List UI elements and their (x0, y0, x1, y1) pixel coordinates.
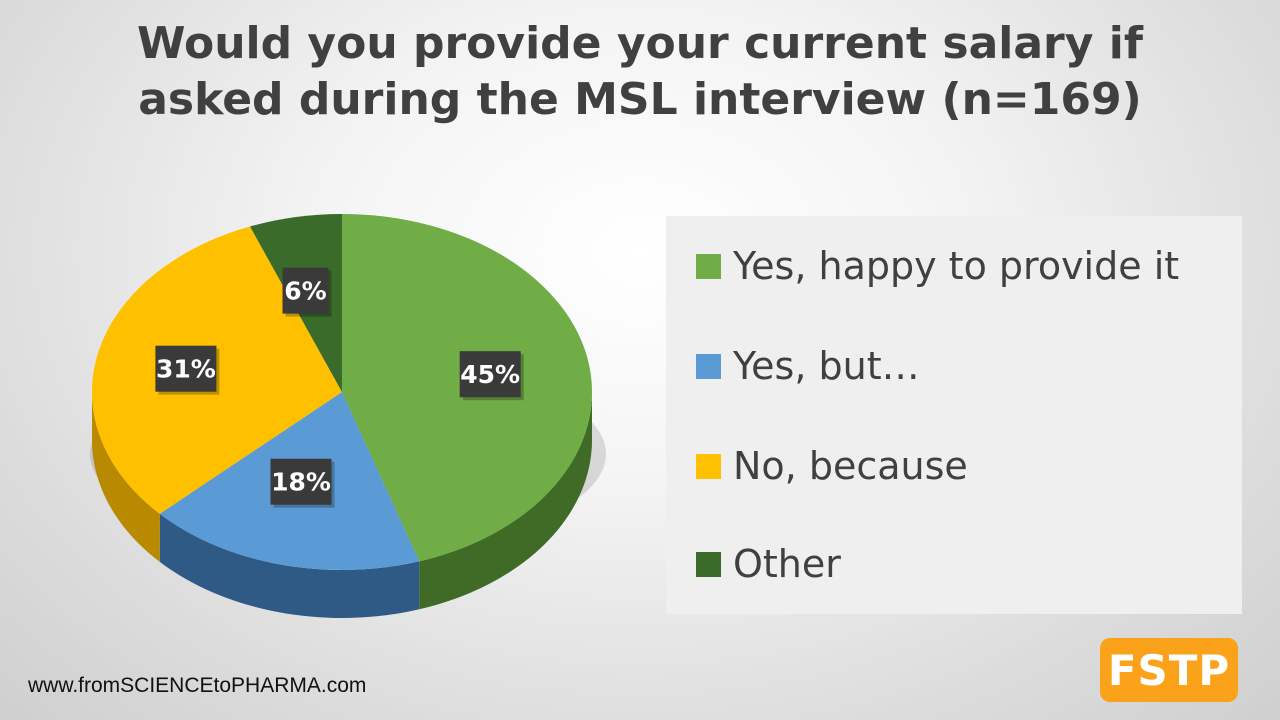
legend-item-yes-happy: Yes, happy to provide it (696, 244, 1179, 288)
pie-slice-side (159, 513, 420, 618)
pie-slice-side (419, 392, 592, 610)
legend: Yes, happy to provide it Yes, but… No, b… (666, 216, 1242, 614)
legend-swatch (696, 253, 721, 279)
chart-title-line1: Would you provide your current salary if (137, 18, 1143, 69)
pie-slice (92, 226, 342, 514)
fstp-logo: FSTP (1100, 638, 1238, 702)
website-url: www.fromSCIENCEtoPHARMA.com (28, 674, 367, 697)
legend-item-no-because: No, because (696, 444, 968, 488)
data-label-box (155, 345, 217, 392)
legend-label: Yes, but… (733, 344, 920, 388)
data-label-box (459, 351, 521, 398)
pie-slice-side (92, 392, 160, 562)
legend-label: Yes, happy to provide it (733, 244, 1180, 288)
logo-text: FSTP (1107, 645, 1231, 695)
legend-swatch (696, 353, 721, 379)
chart-title: Would you provide your current salary if… (0, 16, 1280, 128)
data-label: 31% (156, 355, 216, 384)
legend-swatch (696, 453, 721, 479)
data-label-box (282, 267, 329, 314)
chart-title-line2: asked during the MSL interview (n=169) (138, 74, 1142, 125)
legend-item-yes-but: Yes, but… (696, 344, 920, 388)
legend-item-other: Other (696, 542, 841, 586)
pie-chart: 45% 18% 31% 6% (90, 214, 606, 618)
data-label: 18% (271, 468, 331, 497)
legend-swatch (696, 551, 721, 577)
legend-label: Other (733, 542, 841, 586)
data-label: 45% (460, 360, 520, 389)
data-label-box (270, 458, 332, 505)
legend-label: No, because (733, 444, 968, 488)
data-label: 6% (284, 277, 326, 306)
